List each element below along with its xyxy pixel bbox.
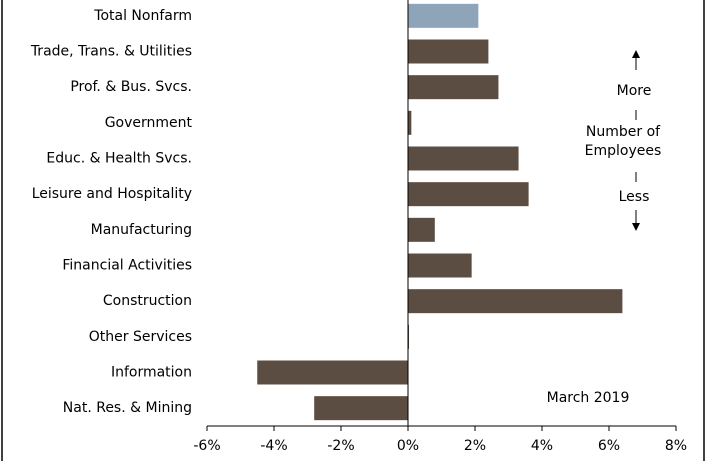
- arrow-down-head: [632, 223, 640, 231]
- category-label: Trade, Trans. & Utilities: [30, 44, 192, 60]
- annotation: Employees: [585, 143, 662, 159]
- bar: [408, 289, 623, 314]
- x-tick-label: -6%: [193, 438, 220, 454]
- x-tick-label: -2%: [327, 438, 354, 454]
- bar: [314, 396, 408, 421]
- annotation: More: [617, 83, 652, 99]
- category-label: Educ. & Health Svcs.: [46, 151, 192, 167]
- category-label: Other Services: [89, 329, 192, 345]
- x-tick-label: 6%: [598, 438, 620, 454]
- x-tick-label: 8%: [665, 438, 687, 454]
- bar: [408, 182, 529, 207]
- bar: [408, 324, 410, 349]
- x-tick-label: 2%: [464, 438, 486, 454]
- annotation: Less: [619, 189, 650, 205]
- category-label: Government: [105, 115, 193, 131]
- x-tick-label: 4%: [531, 438, 553, 454]
- bar: [408, 39, 489, 64]
- category-label: Leisure and Hospitality: [32, 186, 192, 202]
- category-label: Prof. & Bus. Svcs.: [70, 79, 192, 95]
- bar: [408, 146, 519, 171]
- category-label: Nat. Res. & Mining: [63, 400, 192, 416]
- category-label: Construction: [103, 293, 192, 309]
- bar: [408, 217, 435, 242]
- category-label: Total Nonfarm: [93, 8, 192, 24]
- category-label: Information: [111, 365, 192, 381]
- x-tick-label: -4%: [260, 438, 287, 454]
- annotation: March 2019: [547, 390, 630, 406]
- category-label: Manufacturing: [91, 222, 192, 238]
- bar: [408, 75, 499, 100]
- arrow-up-head: [632, 50, 640, 58]
- bar: [408, 3, 479, 28]
- x-tick-label: 0%: [397, 438, 419, 454]
- bar: [408, 110, 412, 135]
- bar: [257, 360, 408, 385]
- annotation: Number of: [586, 124, 661, 140]
- category-label: Financial Activities: [62, 258, 192, 274]
- bar: [408, 253, 472, 278]
